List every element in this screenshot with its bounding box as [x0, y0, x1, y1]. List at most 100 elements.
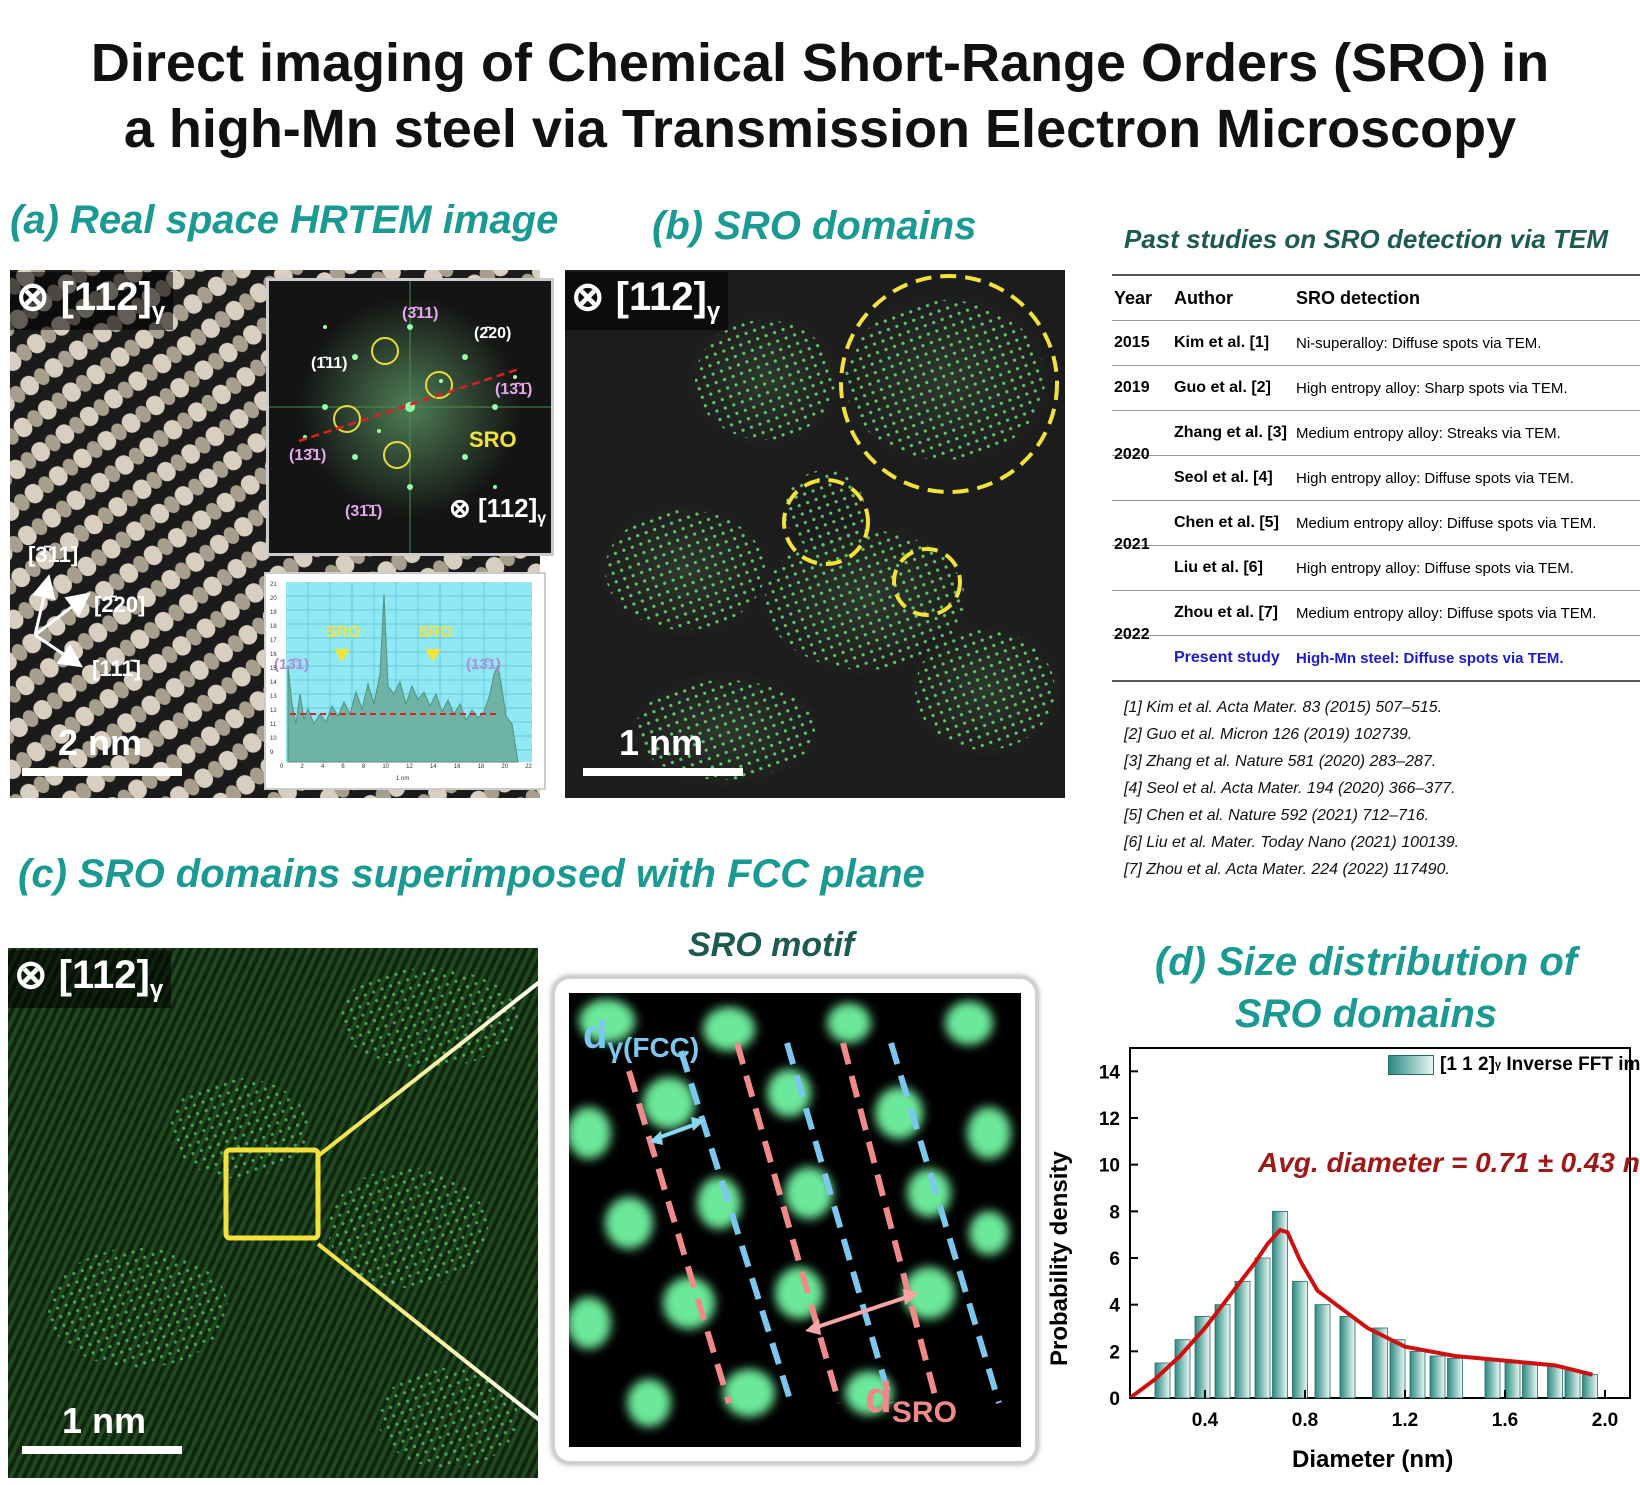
- table-author: Zhou et al. [7]: [1174, 604, 1278, 621]
- profile-xtick: 8: [361, 764, 366, 770]
- reference-list: [1] Kim et al. Acta Mater. 83 (2015) 507…: [1124, 694, 1459, 883]
- zone-axis-label-b: ⊗ [112]γ: [565, 272, 729, 330]
- profile-sro-1: SRO: [326, 624, 361, 641]
- fft-inset: (3̄11) (2̄20) (1̄11) (13̄1̄) (13̄1) (31̄…: [266, 278, 554, 556]
- fft-label-111: (1̄11): [311, 355, 348, 372]
- fft-label-13-1-1: (13̄1̄): [495, 381, 533, 398]
- d-fcc-sub: γ(FCC): [607, 1032, 700, 1063]
- y-tick-label: 10: [1099, 1156, 1120, 1177]
- scale-bar-b: [583, 768, 743, 776]
- d-fcc-label: dγ(FCC): [583, 1013, 699, 1064]
- title-line-2: a high-Mn steel via Transmission Electro…: [123, 99, 1517, 159]
- dir-label-220: [2̄20]: [94, 592, 146, 617]
- reference-item: [3] Zhang et al. Nature 581 (2020) 283–2…: [1124, 753, 1437, 770]
- profile-ytick: 12: [270, 708, 277, 714]
- histogram-bar: [1234, 1280, 1251, 1399]
- table-year: 2021: [1114, 536, 1150, 553]
- table-author: Chen et al. [5]: [1174, 514, 1279, 531]
- histogram-bar: [1174, 1339, 1191, 1399]
- table-author: Liu et al. [6]: [1174, 559, 1263, 576]
- zone-axis-label: ⊗ [112]γ: [10, 272, 174, 330]
- sro-domain-map: [565, 270, 1065, 798]
- y-tick-label: 2: [1109, 1342, 1120, 1363]
- d-sro-label: dSRO: [865, 1373, 957, 1430]
- table-row: 2019 Guo et al. [2] High entropy alloy: Sh…: [1112, 366, 1640, 411]
- profile-xtick: 2: [300, 764, 304, 770]
- superimposed-map: [8, 948, 538, 1478]
- zone-axis-text-b: ⊗ [112]: [571, 275, 707, 319]
- legend-swatch: [1388, 1055, 1434, 1075]
- profile-xtick: 22: [525, 764, 532, 770]
- profile-xtick: 20: [501, 764, 509, 770]
- zone-axis-sub-c: γ: [149, 976, 164, 1003]
- profile-xtick: 14: [429, 764, 437, 770]
- profile-ytick: 21: [270, 582, 277, 588]
- dir-label-311: [3̄11]: [28, 542, 79, 567]
- motif-frame: dγ(FCC) dSRO: [552, 976, 1038, 1464]
- histogram-bar: [1372, 1327, 1388, 1399]
- y-tick-label: 0: [1109, 1389, 1120, 1410]
- th-year: Year: [1114, 287, 1153, 308]
- th-detection: SRO detection: [1296, 287, 1421, 308]
- histogram-bar: [1504, 1362, 1521, 1399]
- scale-label-b: 1 nm: [619, 722, 704, 763]
- scale-bar: [22, 768, 182, 776]
- table-bottom-rule: [1112, 680, 1640, 682]
- fft-zone-sub: γ: [537, 510, 547, 528]
- profile-xlabel: 1 nm: [396, 776, 410, 782]
- profile-xtick: 4: [320, 764, 325, 770]
- studies-table: Year Author SRO detection 2015 Kim et al.…: [1112, 274, 1640, 682]
- profile-ytick: 15: [270, 666, 277, 672]
- zone-axis-sub-b: γ: [706, 298, 721, 325]
- zone-axis-sub: γ: [151, 298, 166, 325]
- y-tick-label: 8: [1109, 1202, 1120, 1223]
- y-tick-label: 4: [1109, 1296, 1120, 1317]
- direction-arrows: [32, 574, 91, 668]
- y-tick-label: 14: [1099, 1062, 1121, 1083]
- table-detection: High entropy alloy: Diffuse spots via TE…: [1296, 469, 1574, 487]
- table-detection: High entropy alloy: Diffuse spots via TE…: [1296, 559, 1574, 577]
- title-line-1: Direct imaging of Chemical Short-Range O…: [90, 33, 1550, 93]
- fit-curve: [1128, 1228, 1593, 1400]
- histogram-bar: [1447, 1357, 1463, 1399]
- page-title: Direct imaging of Chemical Short-Range O…: [0, 30, 1640, 162]
- scale-label: 2 nm: [58, 722, 143, 763]
- reference-item: [7] Zhou et al. Acta Mater. 224 (2022) 1…: [1124, 861, 1450, 878]
- legend-main: [1 1 2]: [1440, 1054, 1495, 1075]
- reference-item: [1] Kim et al. Acta Mater. 83 (2015) 507…: [1124, 699, 1443, 716]
- profile-xtick: 10: [382, 764, 390, 770]
- zone-axis-text-c: ⊗ [112]: [14, 953, 150, 997]
- table-year: 2020: [1114, 446, 1150, 463]
- profile-x-ticks: 0 2 4 6 8 10 12 14 16 18 20 22: [280, 764, 532, 770]
- table-author: Kim et al. [1]: [1174, 334, 1270, 351]
- chart-annotation: Avg. diameter = 0.71 ± 0.43 nm: [1258, 1147, 1640, 1178]
- profile-ytick: 19: [270, 610, 277, 616]
- histogram-bar: [1484, 1360, 1501, 1399]
- profile-inset: SRO SRO (13̄1) (13̄1) 21 20 19 18 17 16 15 14 13…: [264, 572, 546, 790]
- profile-plot: [286, 582, 532, 763]
- fft-label-131: (13̄1): [289, 447, 327, 464]
- table-detection: Medium entropy alloy: Diffuse spots via …: [1296, 514, 1597, 532]
- profile-xtick: 18: [477, 764, 485, 770]
- histogram-bar: [1314, 1304, 1331, 1399]
- superimposed-image: ⊗ [112]γ 1 nm: [8, 948, 538, 1478]
- legend-sub: γ: [1494, 1059, 1502, 1071]
- legend-tail: Inverse FFT image: [1506, 1054, 1640, 1075]
- table-header-row: Year Author SRO detection: [1112, 276, 1640, 321]
- d-fcc-main: d: [583, 1013, 608, 1057]
- fft-label-220: (2̄20): [474, 325, 512, 342]
- profile-y-ticks: 21 20 19 18 17 16 15 14 13 12 11 10 9: [270, 578, 284, 760]
- dir-label-111: [111̄]: [92, 656, 141, 681]
- histogram-bar: [1522, 1362, 1538, 1399]
- panel-d-title-1: (d) Size distribution of: [1154, 940, 1578, 984]
- profile-xtick: 16: [453, 764, 461, 770]
- histogram-bar: [1292, 1280, 1308, 1399]
- profile-xtick: 6: [341, 764, 345, 770]
- table-year: 2022: [1114, 626, 1150, 643]
- reference-item: [2] Guo et al. Micron 126 (2019) 102739.: [1124, 726, 1413, 743]
- zone-axis-label-c: ⊗ [112]γ: [8, 950, 172, 1008]
- size-chart-svg: 0 2 4 6 8 10 12 14 0.4 0.8 1.2 1.6 2.0: [1099, 1047, 1631, 1431]
- motif-map: [569, 999, 1011, 1427]
- histogram-bar: [1429, 1355, 1446, 1399]
- table-row: 2020 Zhang et al. [3] Medium entropy alloy…: [1112, 411, 1640, 463]
